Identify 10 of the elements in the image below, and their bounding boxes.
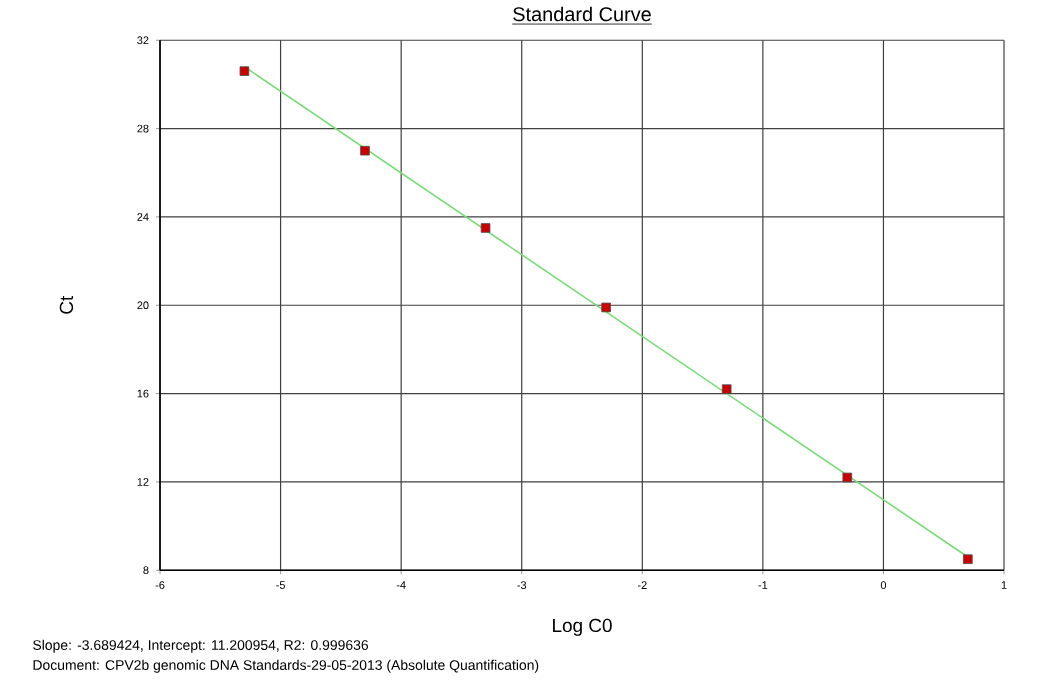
point [601, 302, 611, 313]
point [480, 223, 491, 233]
y-axis-title: Ct [59, 295, 74, 314]
point [963, 554, 973, 564]
point [360, 145, 370, 156]
x-axis-title: Log C0 [553, 618, 612, 636]
point [842, 472, 853, 483]
chart-title: Standard Curve [513, 6, 651, 22]
point [721, 384, 732, 394]
point [239, 66, 250, 76]
